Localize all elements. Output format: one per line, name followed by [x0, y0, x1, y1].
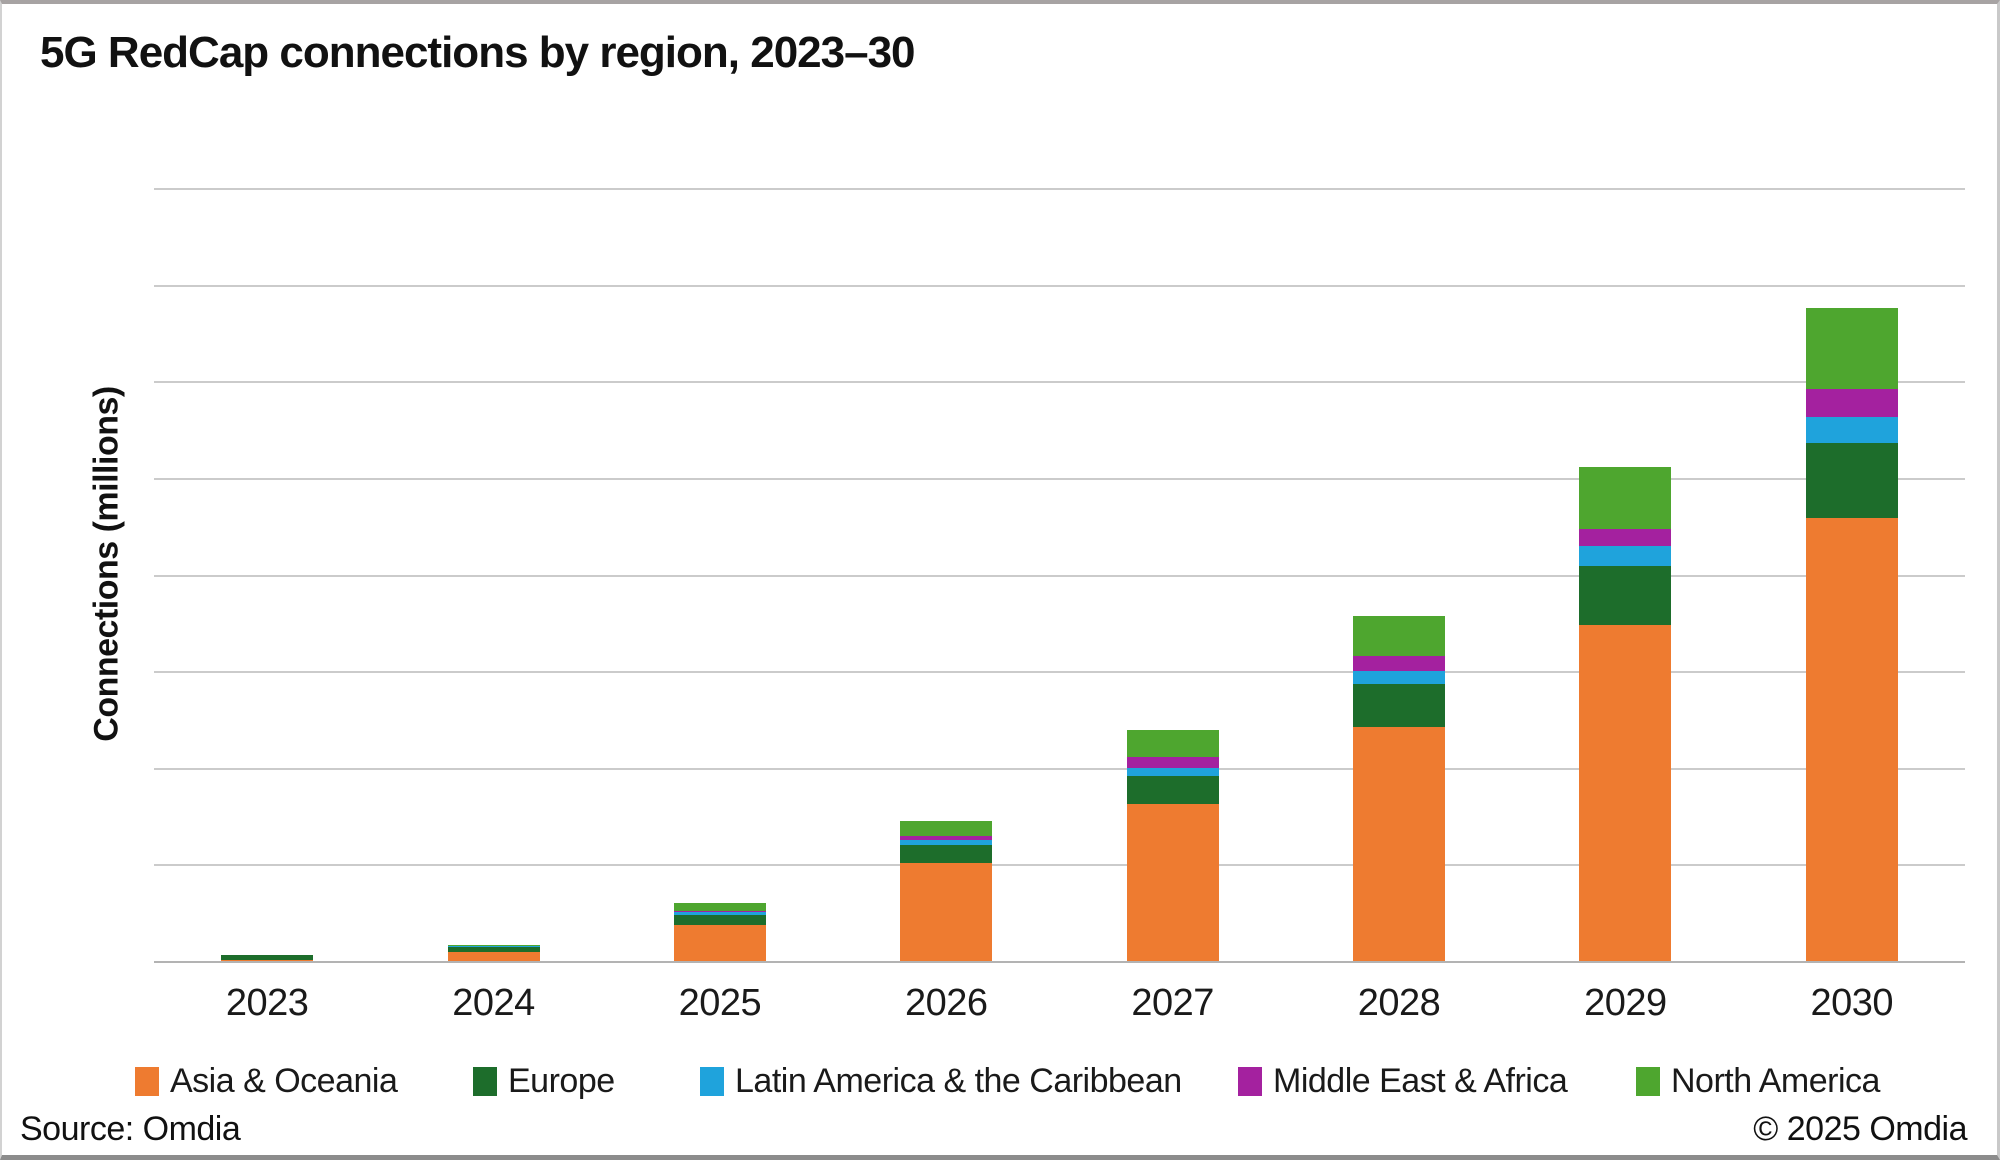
x-axis-line [154, 961, 1965, 963]
legend-swatch-icon [1636, 1067, 1660, 1096]
legend-item-latin-america-the-caribbean: Latin America & the Caribbean [700, 1062, 1182, 1101]
stacked-bar-2027 [1126, 730, 1219, 961]
bar-segment-middle-east-africa-2026 [900, 836, 993, 841]
bar-segment-north-america-2025 [673, 903, 766, 911]
bar-segment-europe-2026 [900, 845, 993, 864]
bar-slot-2026 [833, 188, 1059, 961]
x-axis-label-2026: 2026 [905, 982, 988, 1024]
bar-segment-asia-oceania-2026 [900, 863, 993, 961]
gridline-700 [154, 284, 1965, 287]
legend-label: Latin America & the Caribbean [735, 1062, 1182, 1100]
bars-row [154, 188, 1965, 961]
legend-label: Asia & Oceania [170, 1062, 398, 1100]
x-axis-label-2030: 2030 [1810, 982, 1894, 1024]
source-note: Source: Omdia [20, 1110, 241, 1148]
chart-title: 5G RedCap connections by region, 2023–30 [40, 28, 916, 77]
bar-segment-latin-america-the-caribbean-2030 [1805, 417, 1898, 444]
legend: Asia & Oceania Europe Latin America & the … [2, 1062, 1997, 1106]
bar-segment-europe-2030 [1805, 443, 1898, 518]
y-axis-label: Connections (millions) [87, 386, 126, 742]
bar-slot-2030 [1739, 188, 1965, 961]
legend-swatch-icon [473, 1067, 497, 1096]
stacked-bar-2026 [900, 820, 993, 961]
bar-slot-2024 [380, 188, 606, 961]
bar-segment-north-america-2029 [1579, 467, 1672, 530]
legend-label: Middle East & Africa [1273, 1062, 1568, 1100]
bar-segment-asia-oceania-2030 [1805, 517, 1898, 961]
bar-segment-latin-america-the-caribbean-2028 [1353, 671, 1446, 684]
bar-segment-europe-2028 [1353, 683, 1446, 728]
bar-segment-latin-america-the-caribbean-2024 [447, 945, 540, 947]
gridline-600 [154, 381, 1965, 384]
plot-area [154, 188, 1965, 963]
legend-label: Europe [508, 1062, 615, 1100]
bar-segment-europe-2024 [447, 946, 540, 953]
legend-item-europe: Europe [473, 1062, 615, 1101]
stacked-bar-2024 [447, 944, 540, 961]
bar-segment-middle-east-africa-2025 [673, 910, 766, 912]
x-axis-labels: 2023 2024 2025 2026 2027 2028 2029 2030 [154, 982, 1965, 1025]
stacked-bar-2023 [221, 955, 314, 961]
bar-slot-2023 [154, 188, 380, 961]
stacked-bar-2028 [1353, 616, 1446, 961]
x-axis-label-2029: 2029 [1584, 982, 1667, 1024]
x-axis-label-2025: 2025 [678, 982, 762, 1024]
bar-segment-middle-east-africa-2030 [1805, 389, 1898, 418]
gridline-400 [154, 574, 1965, 577]
x-axis-label-2027: 2027 [1131, 982, 1214, 1024]
legend-item-asia-oceania: Asia & Oceania [135, 1062, 398, 1101]
bar-segment-north-america-2030 [1805, 307, 1898, 390]
x-axis-label-2023: 2023 [225, 982, 309, 1024]
bar-segment-latin-america-the-caribbean-2026 [900, 840, 993, 846]
bar-segment-asia-oceania-2028 [1353, 727, 1446, 961]
stacked-bar-2030 [1805, 307, 1898, 961]
gridline-300 [154, 671, 1965, 674]
gridline-200 [154, 767, 1965, 770]
gridline-100 [154, 864, 1965, 867]
copyright-note: © 2025 Omdia [1753, 1110, 1967, 1148]
bar-segment-asia-oceania-2027 [1126, 803, 1219, 961]
gridline-800 [154, 188, 1965, 190]
bar-segment-europe-2023 [221, 955, 314, 961]
x-axis-label-2028: 2028 [1357, 982, 1441, 1024]
bar-segment-north-america-2026 [900, 820, 993, 837]
bar-segment-north-america-2028 [1353, 616, 1446, 656]
x-axis-label-2024: 2024 [452, 982, 535, 1024]
bar-segment-latin-america-the-caribbean-2027 [1126, 767, 1219, 777]
bar-segment-middle-east-africa-2029 [1579, 529, 1672, 546]
bar-segment-europe-2029 [1579, 565, 1672, 625]
bar-segment-middle-east-africa-2028 [1353, 655, 1446, 672]
gridline-500 [154, 477, 1965, 480]
stacked-bar-2025 [673, 903, 766, 961]
legend-swatch-icon [135, 1067, 159, 1096]
bar-segment-north-america-2027 [1126, 730, 1219, 758]
bar-slot-2025 [607, 188, 833, 961]
bar-segment-europe-2025 [673, 914, 766, 926]
legend-swatch-icon [1238, 1067, 1262, 1096]
stacked-bar-2029 [1579, 467, 1672, 961]
bar-segment-latin-america-the-caribbean-2029 [1579, 545, 1672, 566]
bar-segment-latin-america-the-caribbean-2025 [673, 911, 766, 915]
legend-swatch-icon [700, 1067, 724, 1096]
bar-slot-2029 [1512, 188, 1738, 961]
bar-segment-europe-2027 [1126, 776, 1219, 804]
legend-item-north-america: North America [1636, 1062, 1880, 1101]
bar-slot-2028 [1286, 188, 1512, 961]
legend-label: North America [1671, 1062, 1880, 1100]
legend-item-middle-east-africa: Middle East & Africa [1238, 1062, 1568, 1101]
bar-segment-asia-oceania-2023 [221, 960, 314, 961]
bar-segment-asia-oceania-2024 [447, 952, 540, 961]
bar-segment-middle-east-africa-2027 [1126, 757, 1219, 768]
bar-segment-asia-oceania-2025 [673, 925, 766, 961]
bar-segment-north-america-2024 [447, 944, 540, 946]
bar-slot-2027 [1060, 188, 1286, 961]
bar-segment-asia-oceania-2029 [1579, 624, 1672, 961]
